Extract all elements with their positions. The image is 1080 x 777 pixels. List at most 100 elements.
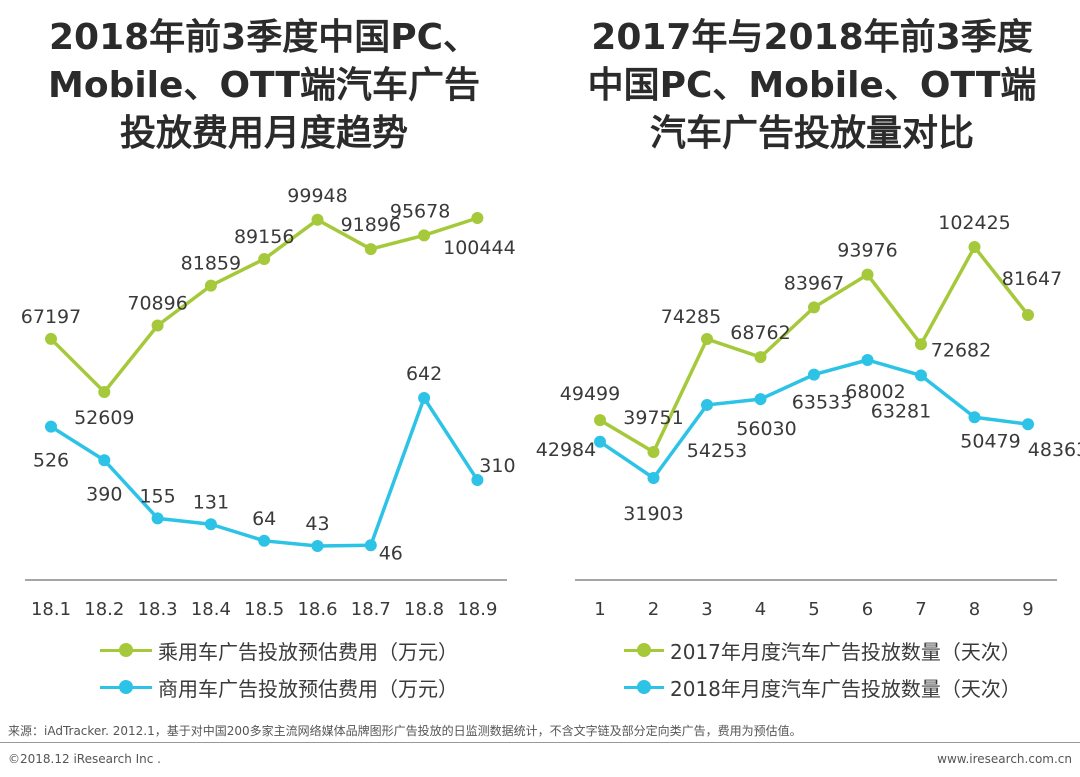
data-point	[204, 518, 217, 531]
data-label: 642	[406, 363, 442, 385]
x-tick-label: 18.7	[351, 599, 391, 620]
data-point	[808, 301, 820, 314]
data-point	[647, 446, 660, 458]
data-point	[968, 241, 981, 253]
x-tick-label: 18.9	[457, 599, 497, 620]
data-point	[258, 253, 271, 266]
data-label: 74285	[661, 306, 721, 328]
legend-item-commercial: 商用车广告投放预估费用（万元）	[100, 669, 458, 705]
data-label: 50479	[960, 430, 1020, 452]
source-note: 来源：iAdTracker. 2012.1，基于对中国200多家主流网络媒体品牌…	[8, 724, 802, 738]
legend-dot	[119, 680, 133, 694]
data-label: 49499	[560, 383, 620, 405]
data-point	[1022, 418, 1034, 431]
chart-title-line: 投放费用月度趋势	[119, 113, 408, 154]
data-label: 68002	[845, 381, 905, 403]
chart-title-right: 2017年与2018年前3季度 中国PC、Mobile、OTT端 汽车广告投放量…	[552, 14, 1072, 158]
data-label: 46	[379, 542, 403, 564]
data-label: 155	[139, 485, 175, 507]
x-tick-label: 7	[915, 599, 926, 620]
legend-swatch-icon	[624, 640, 664, 660]
data-label: 52609	[74, 407, 134, 429]
data-label: 63281	[871, 400, 931, 422]
data-label: 43	[305, 513, 329, 535]
website-link[interactable]: www.iresearch.com.cn	[937, 752, 1072, 766]
data-point	[701, 398, 713, 411]
data-point	[808, 368, 820, 381]
data-label: 93976	[837, 240, 897, 262]
data-label: 100444	[443, 237, 516, 259]
legend-swatch-icon	[100, 677, 152, 697]
data-point	[701, 333, 713, 346]
x-tick-label: 18.6	[297, 599, 337, 620]
x-tick-label: 9	[1022, 599, 1033, 620]
data-point	[471, 212, 484, 224]
data-label: 95678	[390, 200, 450, 222]
data-point	[98, 386, 111, 398]
data-label: 81859	[181, 253, 241, 275]
chart-title-left: 2018年前3季度中国PC、 Mobile、OTT端汽车广告 投放费用月度趋势	[4, 14, 524, 158]
data-label: 48363	[1028, 439, 1080, 461]
data-label: 131	[193, 491, 229, 513]
legend-dot	[637, 680, 651, 694]
data-label: 83967	[784, 272, 844, 294]
x-tick-label: 18.2	[84, 599, 124, 620]
data-point	[418, 392, 431, 404]
x-tick-label: 8	[969, 599, 980, 620]
data-point	[204, 279, 217, 292]
x-tick-label: 18.8	[404, 599, 444, 620]
data-point	[861, 354, 874, 366]
data-label: 56030	[736, 418, 796, 440]
footer-divider	[0, 742, 1080, 743]
legend-label: 商用车广告投放预估费用（万元）	[158, 676, 458, 701]
data-point	[594, 435, 606, 448]
data-point	[98, 454, 111, 467]
data-point	[364, 539, 377, 552]
data-label: 54253	[687, 440, 747, 462]
legend-item-passenger: 乘用车广告投放预估费用（万元）	[100, 632, 458, 668]
data-point	[151, 319, 164, 332]
x-tick-label: 6	[862, 599, 873, 620]
x-tick-label: 18.4	[191, 599, 231, 620]
data-point	[754, 393, 767, 406]
data-label: 102425	[938, 212, 1011, 234]
x-tick-label: 5	[808, 599, 819, 620]
data-label: 89156	[234, 226, 294, 248]
data-point	[647, 472, 660, 484]
legend-label: 2017年月度汽车广告投放数量（天次）	[670, 639, 1021, 664]
legend-swatch-icon	[624, 677, 664, 697]
x-tick-label: 18.3	[138, 599, 178, 620]
data-label: 310	[479, 455, 515, 477]
legend-swatch-icon	[100, 640, 152, 660]
data-point	[364, 243, 377, 256]
legend-item-2018: 2018年月度汽车广告投放数量（天次）	[624, 669, 1021, 705]
data-label: 31903	[623, 503, 683, 525]
data-label: 72682	[931, 339, 991, 361]
data-point	[258, 534, 271, 547]
data-label: 526	[33, 450, 69, 472]
chart-title-line: 2017年与2018年前3季度	[591, 17, 1033, 58]
data-label: 91896	[341, 214, 401, 236]
data-label: 39751	[623, 407, 683, 429]
data-label: 42984	[536, 439, 596, 461]
data-point	[915, 338, 927, 351]
data-point	[151, 512, 164, 525]
data-point	[861, 268, 874, 281]
data-point	[45, 420, 57, 433]
chart-title-line: Mobile、OTT端汽车广告	[48, 65, 480, 106]
legend-item-2017: 2017年月度汽车广告投放数量（天次）	[624, 632, 1021, 668]
chart-title-line: 汽车广告投放量对比	[649, 113, 974, 154]
chart-title-line: 中国PC、Mobile、OTT端	[587, 65, 1037, 106]
data-label: 81647	[1002, 268, 1062, 290]
data-point	[471, 474, 484, 487]
x-tick-label: 18.5	[244, 599, 284, 620]
data-point	[754, 351, 767, 364]
chart-title-line: 2018年前3季度中国PC、	[48, 17, 480, 58]
x-tick-label: 3	[701, 599, 712, 620]
legend-label: 乘用车广告投放预估费用（万元）	[158, 639, 458, 664]
data-point	[418, 229, 431, 242]
x-tick-label: 18.1	[31, 599, 71, 620]
data-label: 390	[86, 483, 122, 505]
legend-dot	[119, 643, 133, 657]
